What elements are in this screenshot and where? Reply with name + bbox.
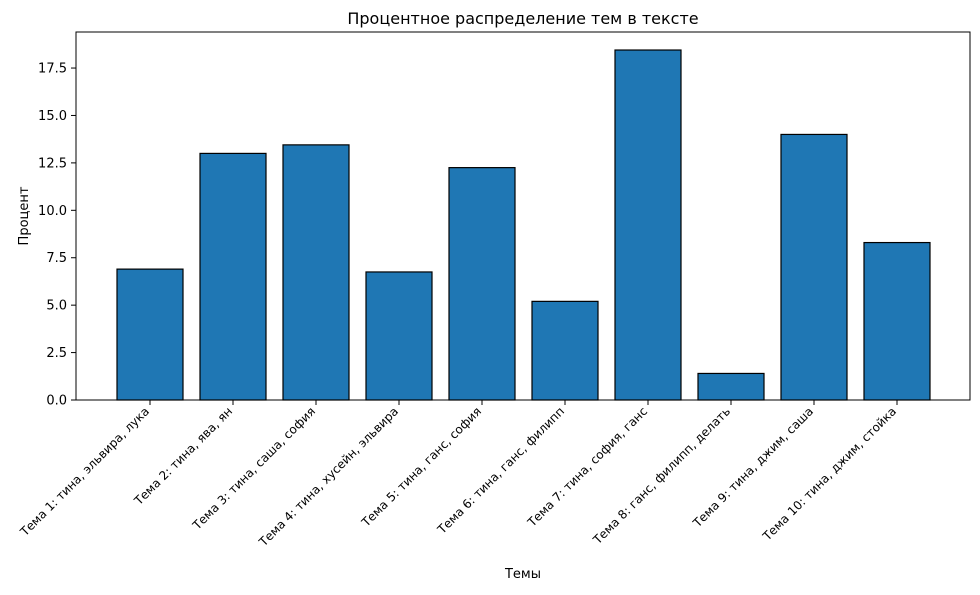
bar [116, 268, 184, 401]
x-tick-label: Тема 4: тина, хусейн, эльвира [256, 404, 401, 549]
y-tick-label: 10.0 [38, 204, 67, 219]
bar [697, 372, 765, 401]
x-tick-label: Тема 8: ганс, филипп, делать [590, 404, 733, 547]
y-tick-label: 15.0 [38, 109, 67, 124]
bar [863, 241, 931, 401]
bar [365, 271, 433, 401]
bars-group [116, 49, 931, 401]
chart-title: Процентное распределение тем в тексте [347, 9, 698, 28]
y-tick-label: 7.5 [46, 251, 67, 266]
x-axis-label: Темы [504, 567, 541, 582]
bar [531, 300, 599, 401]
bar [282, 144, 350, 401]
y-tick-label: 17.5 [38, 62, 67, 77]
y-tick-label: 0.0 [46, 394, 67, 409]
x-tick-label: Тема 10: тина, джим, стойка [759, 404, 899, 544]
plot-frame [75, 31, 971, 401]
bar [780, 133, 848, 401]
y-axis: 0.0 2.5 5.0 7.5 10.0 12.5 15.0 17.5 [38, 62, 76, 409]
plot-area: 0.0 2.5 5.0 7.5 10.0 12.5 15.0 17.5 Тема 1: тина… [17, 31, 971, 550]
bar [448, 167, 516, 401]
bar [614, 49, 682, 401]
x-tick-label: Тема 1: тина, эльвира, лука [17, 404, 152, 539]
bar [199, 152, 267, 401]
y-axis-label: Процент [17, 186, 32, 245]
y-tick-label: 2.5 [46, 346, 67, 361]
y-tick-label: 5.0 [46, 299, 67, 314]
y-tick-label: 12.5 [38, 156, 67, 171]
